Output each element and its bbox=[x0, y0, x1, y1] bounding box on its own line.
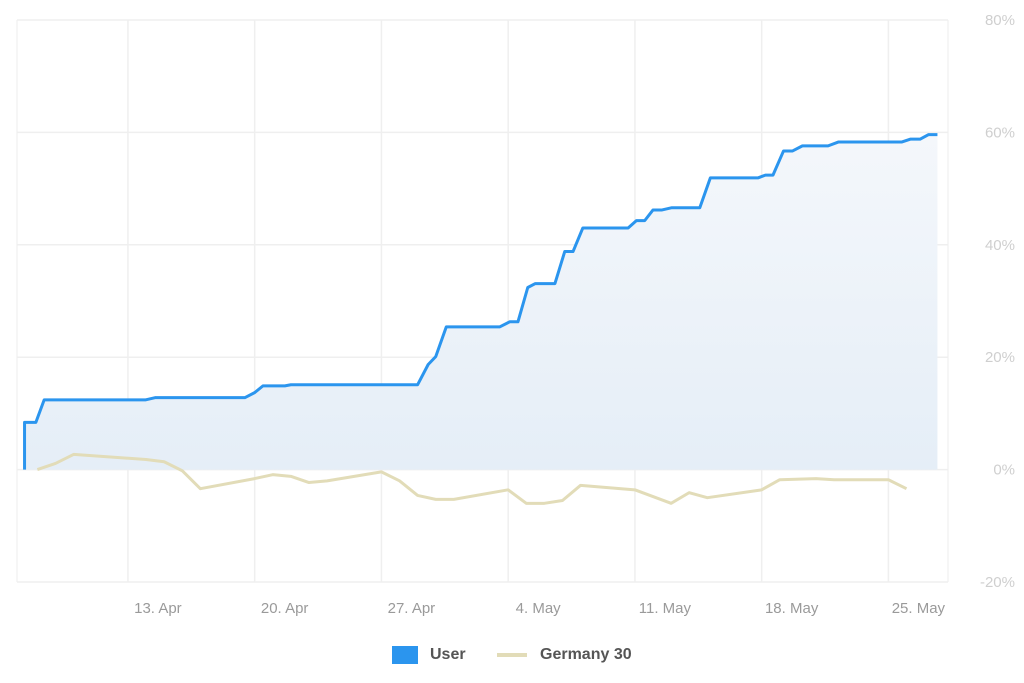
x-tick-label: 27. Apr bbox=[388, 600, 436, 617]
y-tick-label: -20% bbox=[980, 574, 1015, 591]
user-line bbox=[23, 133, 938, 470]
y-tick-label: 40% bbox=[985, 237, 1015, 254]
legend-item-user[interactable]: User bbox=[392, 642, 466, 668]
legend-swatch-user bbox=[392, 646, 418, 664]
legend-label: Germany 30 bbox=[540, 646, 632, 663]
germany-30-line bbox=[36, 452, 908, 505]
legend: User Germany 30 bbox=[0, 642, 1024, 668]
x-tick-label: 20. Apr bbox=[261, 600, 309, 617]
x-tick-label: 13. Apr bbox=[134, 600, 182, 617]
x-tick-label: 18. May bbox=[765, 600, 819, 617]
x-tick-label: 4. May bbox=[516, 600, 562, 617]
legend-swatch-germany-30 bbox=[497, 653, 527, 657]
axis-labels: 80% 60% 40% 20% 0% -20% 13. Apr 20. Apr 27. Apr 4… bbox=[134, 12, 1015, 617]
user-area-fill bbox=[24, 134, 938, 470]
y-tick-label: 0% bbox=[993, 462, 1015, 479]
y-tick-label: 60% bbox=[985, 124, 1015, 141]
x-tick-label: 11. May bbox=[639, 600, 692, 617]
legend-item-germany-30[interactable]: Germany 30 bbox=[497, 642, 632, 668]
legend-label: User bbox=[430, 646, 466, 663]
x-tick-label: 25. May bbox=[892, 600, 946, 617]
series-layer bbox=[23, 133, 938, 505]
y-tick-label: 20% bbox=[985, 349, 1015, 366]
y-tick-label: 80% bbox=[985, 12, 1015, 29]
